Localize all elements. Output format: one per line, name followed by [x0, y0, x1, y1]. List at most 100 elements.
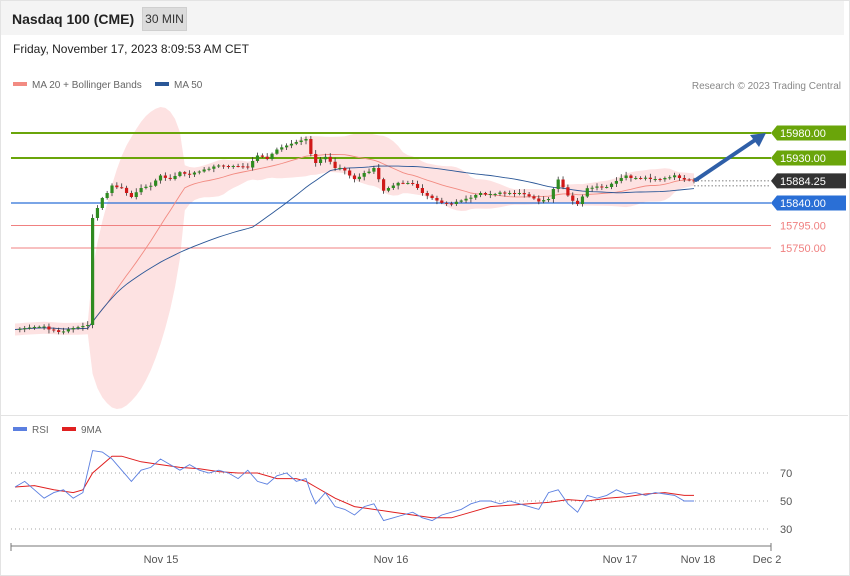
candle-body [178, 172, 182, 176]
rsi-level-label-70: 70 [780, 468, 792, 480]
candle-body [542, 200, 546, 202]
candle-body [52, 329, 56, 331]
candle-body [445, 202, 449, 204]
candle-body [81, 326, 85, 328]
legend-ma50-label: MA 50 [174, 80, 203, 91]
candle-body [37, 326, 41, 328]
candle-body [95, 208, 100, 218]
bollinger-band [15, 107, 694, 409]
candle-body [212, 166, 216, 169]
candle-body [382, 179, 386, 191]
candle-body [459, 200, 463, 202]
candle-body [493, 194, 497, 195]
candle-body [551, 189, 555, 199]
candle-body [314, 153, 318, 163]
candle-body [479, 193, 483, 195]
candle-body [430, 195, 434, 198]
candle-body [386, 188, 391, 191]
candle-body [100, 198, 104, 208]
candle-body [289, 143, 294, 146]
level-label-1: 15930.00 [780, 153, 826, 165]
candle-body [207, 168, 211, 170]
candle-body [86, 325, 90, 326]
candle-body [561, 179, 565, 188]
level-label-2: 15884.25 [780, 176, 826, 188]
candle-body [328, 156, 332, 162]
candle-body [546, 199, 551, 201]
candle-body [614, 180, 618, 184]
candle-body [425, 193, 429, 196]
candle-body [270, 153, 274, 160]
candle-body [251, 160, 255, 168]
candle-body [173, 176, 177, 179]
candle-body [677, 175, 682, 178]
candle-body [673, 175, 677, 178]
candle-body [197, 171, 201, 173]
level-label-4: 15795.00 [780, 221, 826, 233]
candle-body [299, 140, 303, 143]
candle-body [566, 187, 570, 196]
candle-body [420, 188, 424, 193]
level-tag-2 [771, 173, 846, 189]
level-tag-1 [771, 150, 846, 166]
ma20-line [14, 153, 695, 330]
candle-body [605, 187, 609, 188]
candle-body [653, 179, 657, 180]
candle-body [66, 329, 70, 332]
candle-body [639, 178, 643, 179]
candle-body [226, 166, 230, 168]
forecast-arrow-head [750, 133, 766, 147]
candle-body [522, 193, 526, 195]
forecast-arrow-line [694, 136, 760, 182]
candle-body [629, 175, 633, 179]
candle-body [231, 166, 235, 167]
candle-body [309, 139, 313, 154]
candle-body [367, 171, 371, 173]
candle-body [643, 177, 648, 179]
legend-ma20: MA 20 + Bollinger Bands [13, 80, 142, 91]
candle-body [120, 187, 124, 189]
candle-body [435, 198, 439, 201]
candle-body [517, 193, 521, 194]
level-label-0: 15980.00 [780, 128, 826, 140]
candle-body [692, 180, 696, 182]
candle-body [498, 192, 502, 194]
symbol-title: Nasdaq 100 (CME) [12, 11, 135, 27]
interval-button[interactable]: 30 MIN [142, 7, 187, 31]
candle-body [449, 203, 454, 205]
candle-body [508, 193, 512, 194]
candle-body [348, 170, 352, 176]
legend-rsi-label: RSI [32, 425, 49, 436]
candle-body [396, 182, 400, 186]
candle-body [440, 200, 444, 203]
candle-body [246, 166, 250, 168]
candle-body [236, 166, 240, 167]
candle-body [619, 178, 623, 181]
candle-body [110, 185, 114, 194]
candle-body [668, 177, 672, 179]
candle-body [265, 156, 269, 160]
candle-body [634, 178, 638, 179]
candle-body [474, 195, 478, 198]
candle-body [571, 195, 575, 201]
ma20-swatch [13, 82, 27, 87]
legend-ma50: MA 50 [155, 80, 202, 91]
level-label-5: 15750.00 [780, 243, 826, 255]
legend-9ma-label: 9MA [81, 425, 102, 436]
candle-body [352, 175, 357, 180]
legend-rsi: RSI [13, 425, 49, 436]
candle-body [23, 328, 27, 330]
candle-body [454, 201, 458, 204]
candle-body [318, 159, 323, 163]
candle-body [241, 166, 245, 168]
legend-9ma: 9MA [62, 425, 102, 436]
candle-body [134, 192, 138, 197]
candle-body [285, 145, 289, 148]
rsi-level-label-30: 30 [780, 524, 792, 536]
candle-body [576, 200, 580, 204]
candle-body [42, 326, 46, 328]
candle-body [76, 327, 80, 329]
candle-body [294, 142, 298, 144]
candle-body [304, 139, 308, 141]
candle-body [580, 196, 585, 204]
